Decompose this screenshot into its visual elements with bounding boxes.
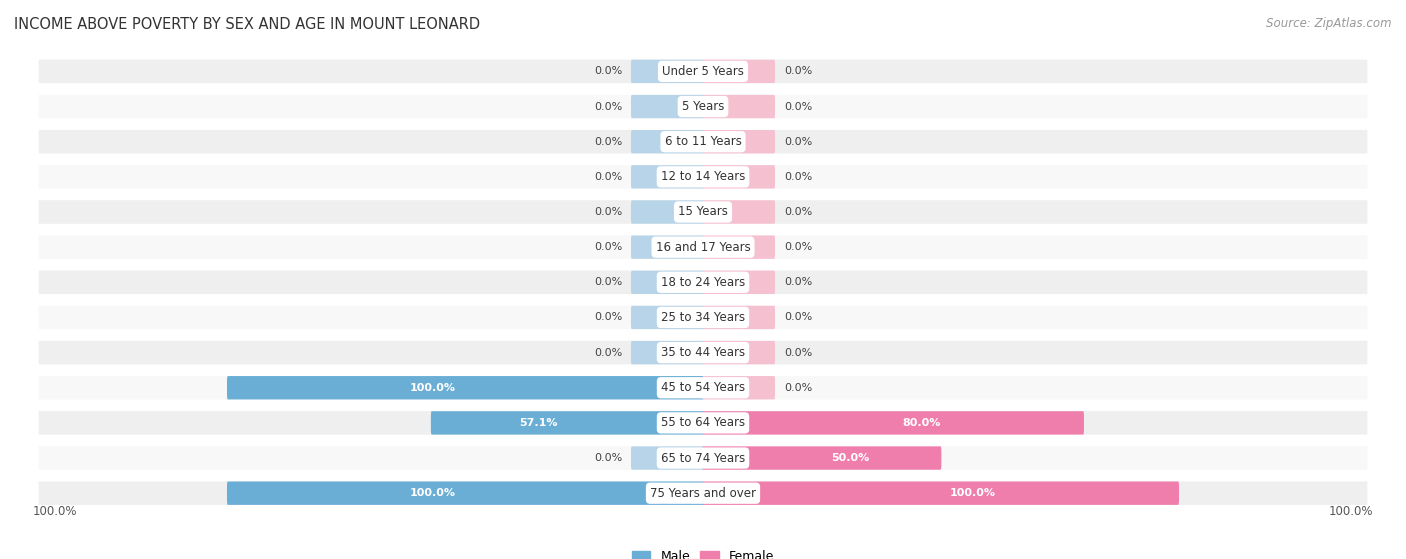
FancyBboxPatch shape: [38, 59, 1368, 84]
FancyBboxPatch shape: [631, 130, 704, 153]
Text: INCOME ABOVE POVERTY BY SEX AND AGE IN MOUNT LEONARD: INCOME ABOVE POVERTY BY SEX AND AGE IN M…: [14, 17, 481, 32]
FancyBboxPatch shape: [702, 235, 775, 259]
Text: 0.0%: 0.0%: [783, 207, 813, 217]
FancyBboxPatch shape: [702, 306, 775, 329]
Text: 100.0%: 100.0%: [950, 488, 995, 498]
FancyBboxPatch shape: [38, 269, 1368, 295]
Text: 0.0%: 0.0%: [593, 453, 623, 463]
FancyBboxPatch shape: [702, 376, 775, 400]
Text: 75 Years and over: 75 Years and over: [650, 487, 756, 500]
FancyBboxPatch shape: [631, 235, 704, 259]
Text: 0.0%: 0.0%: [783, 277, 813, 287]
FancyBboxPatch shape: [702, 481, 1180, 505]
FancyBboxPatch shape: [631, 341, 704, 364]
FancyBboxPatch shape: [702, 60, 775, 83]
Text: 80.0%: 80.0%: [903, 418, 941, 428]
FancyBboxPatch shape: [631, 165, 704, 188]
Text: 0.0%: 0.0%: [783, 67, 813, 77]
FancyBboxPatch shape: [631, 306, 704, 329]
Text: 0.0%: 0.0%: [593, 207, 623, 217]
FancyBboxPatch shape: [631, 271, 704, 294]
Text: 100.0%: 100.0%: [1329, 505, 1374, 518]
FancyBboxPatch shape: [38, 410, 1368, 435]
FancyBboxPatch shape: [430, 411, 704, 434]
FancyBboxPatch shape: [702, 95, 775, 119]
FancyBboxPatch shape: [38, 199, 1368, 225]
Text: 6 to 11 Years: 6 to 11 Years: [665, 135, 741, 148]
Text: 0.0%: 0.0%: [783, 383, 813, 393]
FancyBboxPatch shape: [38, 375, 1368, 401]
Text: 0.0%: 0.0%: [783, 242, 813, 252]
FancyBboxPatch shape: [38, 445, 1368, 471]
FancyBboxPatch shape: [226, 481, 704, 505]
FancyBboxPatch shape: [702, 341, 775, 364]
Text: 0.0%: 0.0%: [593, 312, 623, 323]
Legend: Male, Female: Male, Female: [627, 546, 779, 559]
FancyBboxPatch shape: [631, 200, 704, 224]
FancyBboxPatch shape: [38, 340, 1368, 366]
FancyBboxPatch shape: [38, 234, 1368, 260]
Text: 18 to 24 Years: 18 to 24 Years: [661, 276, 745, 289]
Text: 0.0%: 0.0%: [783, 348, 813, 358]
FancyBboxPatch shape: [631, 95, 704, 119]
Text: 16 and 17 Years: 16 and 17 Years: [655, 240, 751, 254]
FancyBboxPatch shape: [631, 60, 704, 83]
Text: 0.0%: 0.0%: [593, 172, 623, 182]
FancyBboxPatch shape: [226, 376, 704, 400]
Text: 65 to 74 Years: 65 to 74 Years: [661, 452, 745, 465]
FancyBboxPatch shape: [702, 411, 1084, 434]
Text: 0.0%: 0.0%: [783, 102, 813, 112]
Text: 50.0%: 50.0%: [831, 453, 869, 463]
Text: 0.0%: 0.0%: [593, 67, 623, 77]
Text: 0.0%: 0.0%: [593, 102, 623, 112]
FancyBboxPatch shape: [631, 446, 704, 470]
Text: 5 Years: 5 Years: [682, 100, 724, 113]
FancyBboxPatch shape: [38, 480, 1368, 506]
Text: 0.0%: 0.0%: [593, 242, 623, 252]
Text: 57.1%: 57.1%: [519, 418, 558, 428]
Text: 15 Years: 15 Years: [678, 206, 728, 219]
Text: Source: ZipAtlas.com: Source: ZipAtlas.com: [1267, 17, 1392, 30]
FancyBboxPatch shape: [702, 130, 775, 153]
Text: 35 to 44 Years: 35 to 44 Years: [661, 346, 745, 359]
Text: 25 to 34 Years: 25 to 34 Years: [661, 311, 745, 324]
FancyBboxPatch shape: [38, 164, 1368, 190]
Text: 100.0%: 100.0%: [411, 383, 456, 393]
Text: 0.0%: 0.0%: [783, 172, 813, 182]
Text: 0.0%: 0.0%: [593, 137, 623, 146]
Text: 12 to 14 Years: 12 to 14 Years: [661, 170, 745, 183]
FancyBboxPatch shape: [38, 305, 1368, 330]
Text: 0.0%: 0.0%: [783, 137, 813, 146]
Text: Under 5 Years: Under 5 Years: [662, 65, 744, 78]
FancyBboxPatch shape: [702, 271, 775, 294]
FancyBboxPatch shape: [702, 165, 775, 188]
Text: 55 to 64 Years: 55 to 64 Years: [661, 416, 745, 429]
Text: 0.0%: 0.0%: [593, 277, 623, 287]
Text: 0.0%: 0.0%: [783, 312, 813, 323]
FancyBboxPatch shape: [38, 94, 1368, 120]
Text: 100.0%: 100.0%: [411, 488, 456, 498]
Text: 100.0%: 100.0%: [32, 505, 77, 518]
Text: 45 to 54 Years: 45 to 54 Years: [661, 381, 745, 394]
FancyBboxPatch shape: [38, 129, 1368, 154]
FancyBboxPatch shape: [702, 446, 942, 470]
FancyBboxPatch shape: [702, 200, 775, 224]
Text: 0.0%: 0.0%: [593, 348, 623, 358]
